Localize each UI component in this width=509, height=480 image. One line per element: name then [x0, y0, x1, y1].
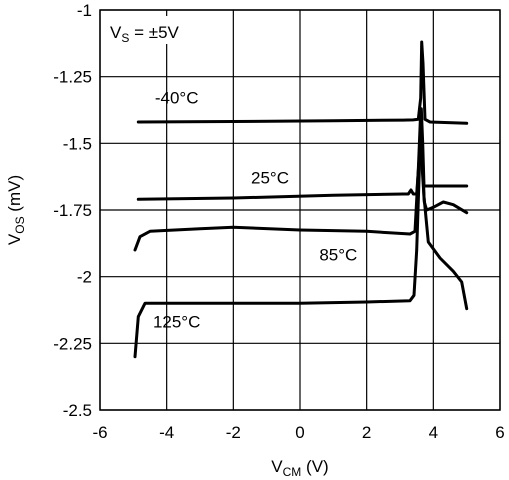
- y-tick-label: -1.25: [53, 68, 92, 87]
- x-tick-label: 2: [362, 423, 371, 442]
- y-tick-label: -2: [77, 268, 92, 287]
- series-line: [133, 120, 469, 359]
- y-tick-label: -1: [77, 1, 92, 20]
- x-tick-label: -4: [159, 423, 174, 442]
- series-labels: -40°C 25°C 85°C 125°C: [153, 88, 357, 331]
- x-tick-label: 4: [429, 423, 438, 442]
- series-label: 125°C: [153, 312, 200, 331]
- x-axis-label: VCM (V): [271, 457, 328, 479]
- y-tick-label: -1.75: [53, 201, 92, 220]
- supply-voltage-annotation: VS = ±5V: [104, 16, 204, 45]
- x-tick-label: -6: [92, 423, 107, 442]
- y-tick-label: -2.25: [53, 334, 92, 353]
- series-label: 85°C: [319, 246, 357, 265]
- series-line: [133, 109, 469, 252]
- x-tick-label: 0: [295, 423, 304, 442]
- x-tick-labels: -6 -4 -2 0 2 4 6: [92, 423, 504, 442]
- x-tick-label: -2: [226, 423, 241, 442]
- series-layer: [133, 40, 469, 359]
- y-tick-label: -2.5: [63, 401, 92, 420]
- supply-voltage-label: VS = ±5V: [110, 23, 180, 45]
- series-label: 25°C: [251, 168, 289, 187]
- series-label: -40°C: [155, 88, 199, 107]
- y-tick-labels: -1 -1.25 -1.5 -1.75 -2 -2.25 -2.5: [53, 1, 92, 420]
- series-line: [136, 40, 469, 125]
- grid: [99, 9, 501, 411]
- y-axis-label: VOS (mV): [5, 175, 27, 245]
- y-tick-label: -1.5: [63, 134, 92, 153]
- plot-frame: [99, 9, 501, 411]
- x-tick-label: 6: [495, 423, 504, 442]
